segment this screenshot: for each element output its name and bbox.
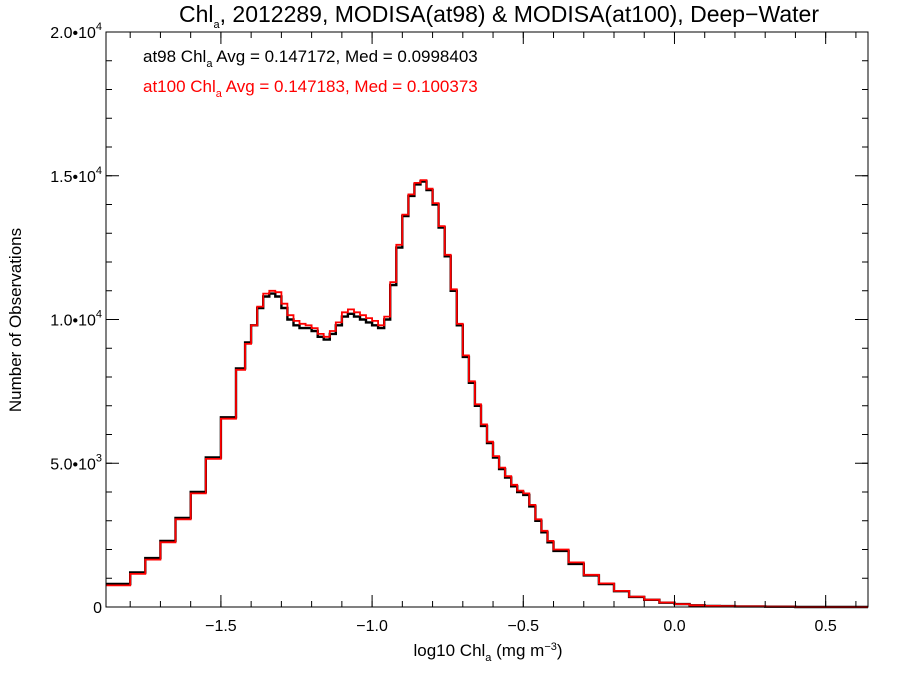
chart-title-rest: , 2012289, MODISA(at98) & MODISA(at100),… bbox=[220, 1, 820, 27]
y-tick-label: 1.0•104 bbox=[50, 309, 102, 330]
y-tick-label: 1.5•104 bbox=[50, 165, 102, 186]
x-tick-label: −1.5 bbox=[205, 618, 237, 635]
x-tick-label: 0.0 bbox=[663, 618, 685, 635]
annotation-at98: at98 Chla Avg = 0.147172, Med = 0.099840… bbox=[143, 47, 478, 70]
annotation-at100-sub: a bbox=[216, 88, 223, 100]
x-axis-label-sup: −3 bbox=[544, 641, 557, 653]
y-tick-label-exponent: 3 bbox=[96, 452, 102, 464]
plot-area: −1.5 −1.0 −0.5 0.0 0.505.0•1031.0•1041.5•104… bbox=[50, 21, 869, 635]
annotation-at98-post: Avg = 0.147172, Med = 0.0998403 bbox=[212, 47, 477, 66]
annotation-at100-pre: at100 Chl bbox=[143, 77, 216, 96]
y-tick-label: 5.0•103 bbox=[50, 452, 102, 473]
annotation-at100: at100 Chla Avg = 0.147183, Med = 0.10037… bbox=[143, 77, 478, 100]
chart-title-subscript: a bbox=[214, 19, 221, 31]
chart-title: Chla, 2012289, MODISA(at98) & MODISA(at1… bbox=[179, 1, 819, 31]
y-tick-label-base: 5.0•10 bbox=[50, 456, 96, 473]
x-tick-label: −0.5 bbox=[507, 618, 539, 635]
x-axis-label-pre: log10 Chl bbox=[413, 641, 485, 660]
annotation-at98-pre: at98 Chl bbox=[143, 47, 206, 66]
y-tick-label: 2.0•104 bbox=[50, 21, 102, 42]
y-tick-label-exponent: 4 bbox=[96, 165, 102, 177]
x-tick-label: 0.5 bbox=[815, 618, 837, 635]
y-axis-label: Number of Observations bbox=[6, 228, 25, 412]
y-tick-label-base: 0 bbox=[93, 600, 102, 617]
y-tick-label-exponent: 4 bbox=[96, 309, 102, 321]
y-tick-label-base: 1.5•10 bbox=[50, 169, 96, 186]
annotation-at100-post: Avg = 0.147183, Med = 0.100373 bbox=[222, 77, 478, 96]
y-tick-label-base: 2.0•10 bbox=[50, 25, 96, 42]
plot-frame bbox=[105, 31, 869, 608]
x-axis-label-mid: (mg m bbox=[491, 641, 544, 660]
x-axis-label-sub: a bbox=[485, 652, 492, 664]
x-axis-label-post: ) bbox=[557, 641, 563, 660]
series-line-at98 bbox=[106, 180, 868, 609]
y-tick-label-base: 1.0•10 bbox=[50, 313, 96, 330]
x-axis-label: log10 Chla (mg m−3) bbox=[413, 641, 562, 664]
chart-title-prefix: Chl bbox=[179, 1, 214, 27]
y-tick-label: 0 bbox=[93, 600, 102, 617]
y-tick-label-exponent: 4 bbox=[96, 21, 102, 33]
series-line-at100 bbox=[106, 179, 868, 608]
x-tick-label: −1.0 bbox=[356, 618, 388, 635]
annotation-at98-sub: a bbox=[206, 58, 213, 70]
